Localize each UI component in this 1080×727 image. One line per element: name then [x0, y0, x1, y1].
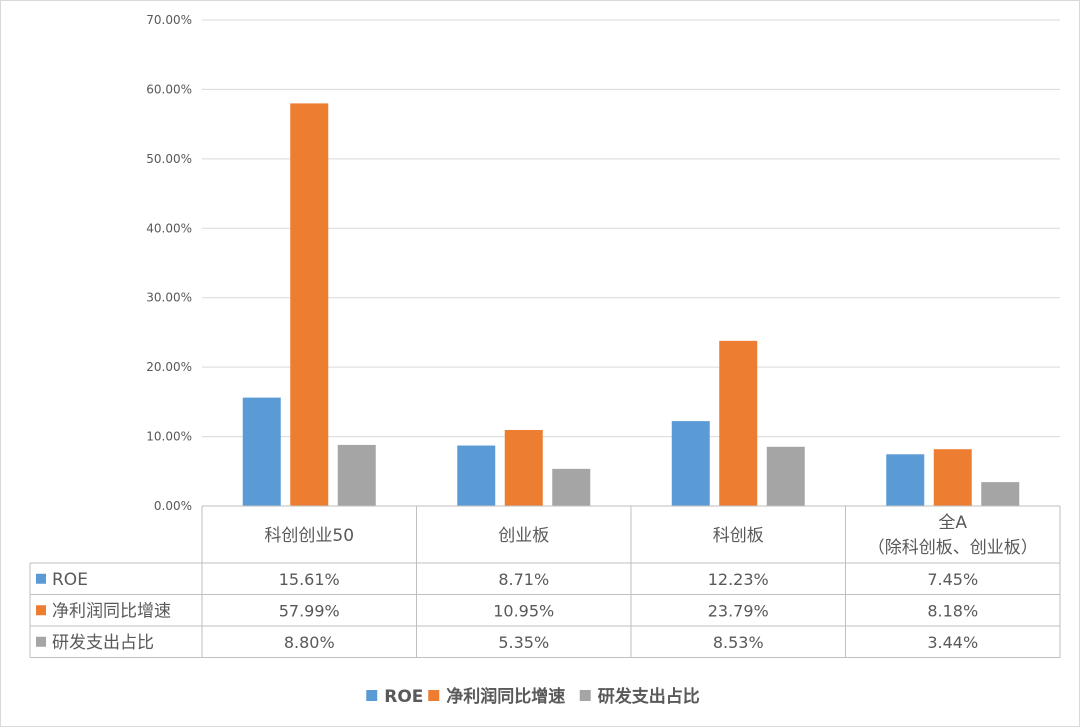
y-tick-label: 70.00%	[146, 13, 192, 27]
data-label: 15.61%	[279, 570, 340, 589]
data-label: 7.45%	[927, 570, 978, 589]
bar-1-3	[671, 421, 710, 506]
bar-1-4	[886, 454, 925, 506]
table-row-key	[36, 605, 46, 616]
legend-label-3: 研发支出占比	[598, 686, 700, 707]
data-label: 8.71%	[498, 570, 549, 589]
bar-3-2	[552, 468, 591, 506]
y-tick-label: 0.00%	[154, 499, 192, 513]
y-tick-label: 50.00%	[146, 152, 192, 166]
data-table: 科创创业50 创业板 科创板 全A （除科创板、创业板） ROE 15.61% 8.71% 12…	[29, 505, 1061, 658]
y-tick-label: 40.00%	[146, 221, 192, 235]
bar-3-4	[981, 482, 1020, 506]
data-label: 8.53%	[713, 633, 764, 652]
category-label: 科创板	[713, 526, 764, 546]
category-label: 创业板	[498, 526, 549, 546]
y-tick-label: 10.00%	[146, 430, 192, 444]
bar-2-1	[290, 103, 329, 506]
table-row-key	[36, 636, 46, 647]
data-label: 8.18%	[927, 601, 978, 620]
table-row-key	[36, 573, 46, 584]
gridlines	[202, 19, 1060, 438]
bar-2-3	[719, 340, 758, 506]
y-axis-tick-labels: 0.00% 10.00% 20.00% 30.00% 40.00% 50.00% 60.00…	[146, 13, 192, 513]
table-row-name: ROE	[52, 570, 88, 590]
category-label: 全A	[938, 513, 967, 533]
bars	[242, 103, 1020, 506]
bar-2-4	[933, 449, 972, 506]
data-label: 12.23%	[708, 570, 769, 589]
data-label: 57.99%	[279, 601, 340, 620]
legend-key-2	[428, 690, 440, 701]
bar-1-2	[457, 445, 496, 506]
data-label: 5.35%	[498, 633, 549, 652]
data-label: 3.44%	[927, 633, 978, 652]
category-label: 科创创业50	[264, 526, 354, 546]
category-sublabel: （除科创板、创业板）	[868, 538, 1038, 558]
legend-key-1	[366, 690, 378, 701]
data-label: 10.95%	[493, 601, 554, 620]
table-row-name: 研发支出占比	[52, 633, 154, 653]
legend-label-2: 净利润同比增速	[446, 686, 565, 707]
data-label: 8.80%	[284, 633, 335, 652]
table-row-name: 净利润同比增速	[52, 601, 171, 621]
bar-1-1	[242, 397, 281, 506]
bar-2-2	[504, 429, 543, 506]
legend: ROE 净利润同比增速 研发支出占比	[366, 686, 700, 707]
y-tick-label: 60.00%	[146, 82, 192, 96]
bar-3-1	[337, 444, 376, 506]
data-label: 23.79%	[708, 601, 769, 620]
bar-3-3	[766, 446, 805, 506]
legend-key-3	[579, 690, 591, 701]
legend-label-1: ROE	[384, 687, 423, 707]
y-tick-label: 30.00%	[146, 291, 192, 305]
y-tick-label: 20.00%	[146, 360, 192, 374]
